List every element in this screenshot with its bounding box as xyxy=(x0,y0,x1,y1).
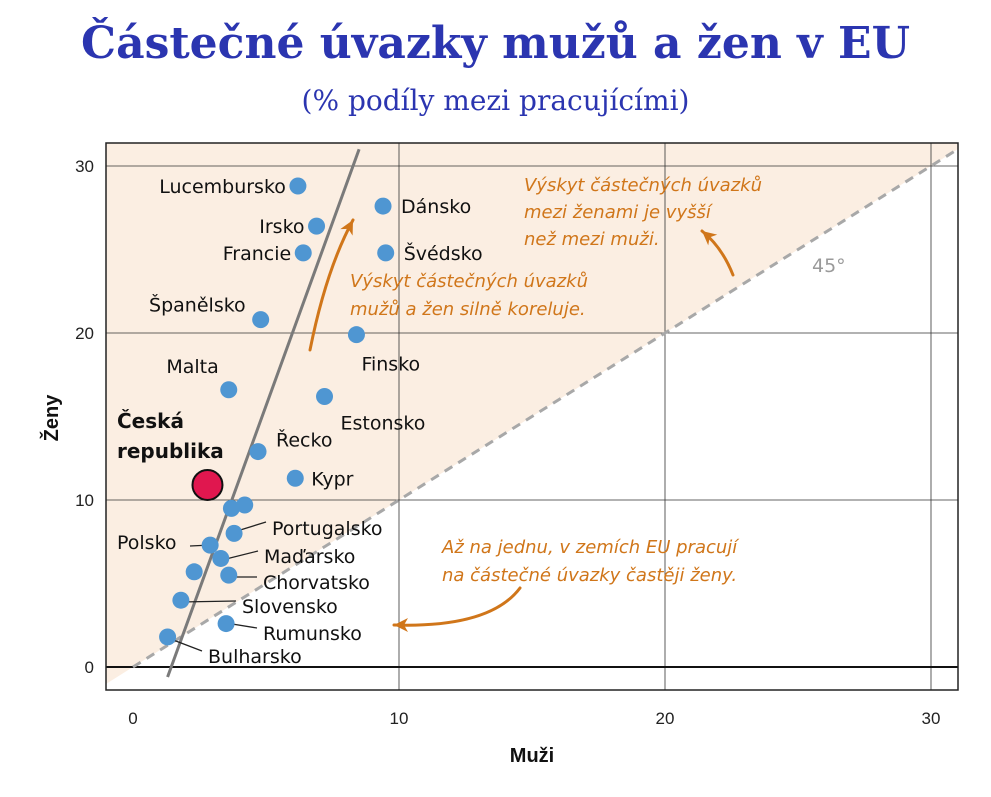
point-španělsko xyxy=(252,311,270,329)
chart-title: Částečné úvazky mužů a žen v EU xyxy=(81,18,910,69)
country-label: Irsko xyxy=(259,216,304,238)
point-malta xyxy=(220,381,238,399)
y-axis-label: Ženy xyxy=(39,394,63,442)
country-label: Maďarsko xyxy=(264,546,355,568)
y-tick-label: 0 xyxy=(85,658,94,677)
country-label: Polsko xyxy=(117,532,177,554)
arrow-head xyxy=(340,220,353,236)
annotation-line: Až na jednu, v zemích EU pracují xyxy=(441,537,740,558)
plot-frame xyxy=(105,142,959,691)
point-finsko xyxy=(347,326,365,344)
country-label: Řecko xyxy=(276,429,332,452)
point-francie xyxy=(294,244,312,262)
x-tick-label: 30 xyxy=(922,709,941,728)
x-tick-label: 20 xyxy=(656,709,675,728)
point-polsko xyxy=(201,536,219,554)
point-chorvatsko xyxy=(220,566,238,584)
x-axis-label: Muži xyxy=(510,745,554,767)
country-label: Francie xyxy=(223,243,291,265)
point-řecko xyxy=(249,443,267,461)
y-tick-label: 20 xyxy=(75,324,94,343)
country-label: Portugalsko xyxy=(272,518,383,540)
point-ceska-republika xyxy=(191,468,224,501)
arrow-head xyxy=(702,231,718,246)
point-kypr xyxy=(286,469,304,487)
annotation-line: mezi ženami je vyšší xyxy=(524,202,714,223)
y-tick-label: 10 xyxy=(75,491,94,510)
country-label: Dánsko xyxy=(401,196,471,218)
country-label: Finsko xyxy=(361,354,420,376)
point-maďarsko xyxy=(212,549,230,567)
annotation-line: na částečné úvazky častěji ženy. xyxy=(442,565,737,586)
point-slovensko xyxy=(172,591,190,609)
annotation-arrow xyxy=(392,586,522,627)
point-unlabeled xyxy=(236,496,254,514)
point-rumunsko xyxy=(217,615,235,633)
leader-line xyxy=(179,600,237,603)
x-tick-label: 10 xyxy=(390,709,409,728)
point-dánsko xyxy=(374,197,392,215)
point-unlabeled xyxy=(185,563,203,581)
country-label: Lucembursko xyxy=(159,176,286,198)
country-label: Bulharsko xyxy=(208,646,302,668)
point-estonsko xyxy=(316,387,334,405)
y-tick-label: 30 xyxy=(75,157,94,176)
country-label: Chorvatsko xyxy=(263,572,370,594)
point-unlabeled xyxy=(222,499,240,517)
annotation-line: Výskyt částečných úvazků xyxy=(524,175,762,196)
country-label: Estonsko xyxy=(341,412,426,434)
point-irsko xyxy=(308,217,326,235)
point-lucembursko xyxy=(289,177,307,195)
annotation-line: než mezi muži. xyxy=(524,229,660,250)
highlight-label-line: republika xyxy=(117,439,224,463)
annotation-line: Výskyt částečných úvazků xyxy=(350,271,588,292)
country-label: Slovensko xyxy=(242,596,338,618)
trend-line xyxy=(166,148,361,678)
x-tick-label: 0 xyxy=(128,709,137,728)
highlight-label-line: Česká xyxy=(117,409,184,433)
country-label: Španělsko xyxy=(149,293,246,317)
point-švédsko xyxy=(377,244,395,262)
country-label: Rumunsko xyxy=(263,623,362,645)
chart-subtitle: (% podíly mezi pracujícími) xyxy=(301,84,690,117)
annotation-arrow xyxy=(308,218,355,352)
women-higher-region xyxy=(106,143,958,690)
country-label: Kypr xyxy=(311,468,353,490)
annotation-line: mužů a žen silně koreluje. xyxy=(350,299,586,320)
country-label: Malta xyxy=(166,356,218,378)
reference-line-label: 45° xyxy=(812,255,846,277)
arrow-head xyxy=(394,618,408,632)
point-portugalsko xyxy=(225,524,243,542)
leader-line xyxy=(236,521,267,532)
country-label: Švédsko xyxy=(404,241,483,265)
reference-line-45 xyxy=(132,148,958,669)
point-bulharsko xyxy=(159,628,177,646)
